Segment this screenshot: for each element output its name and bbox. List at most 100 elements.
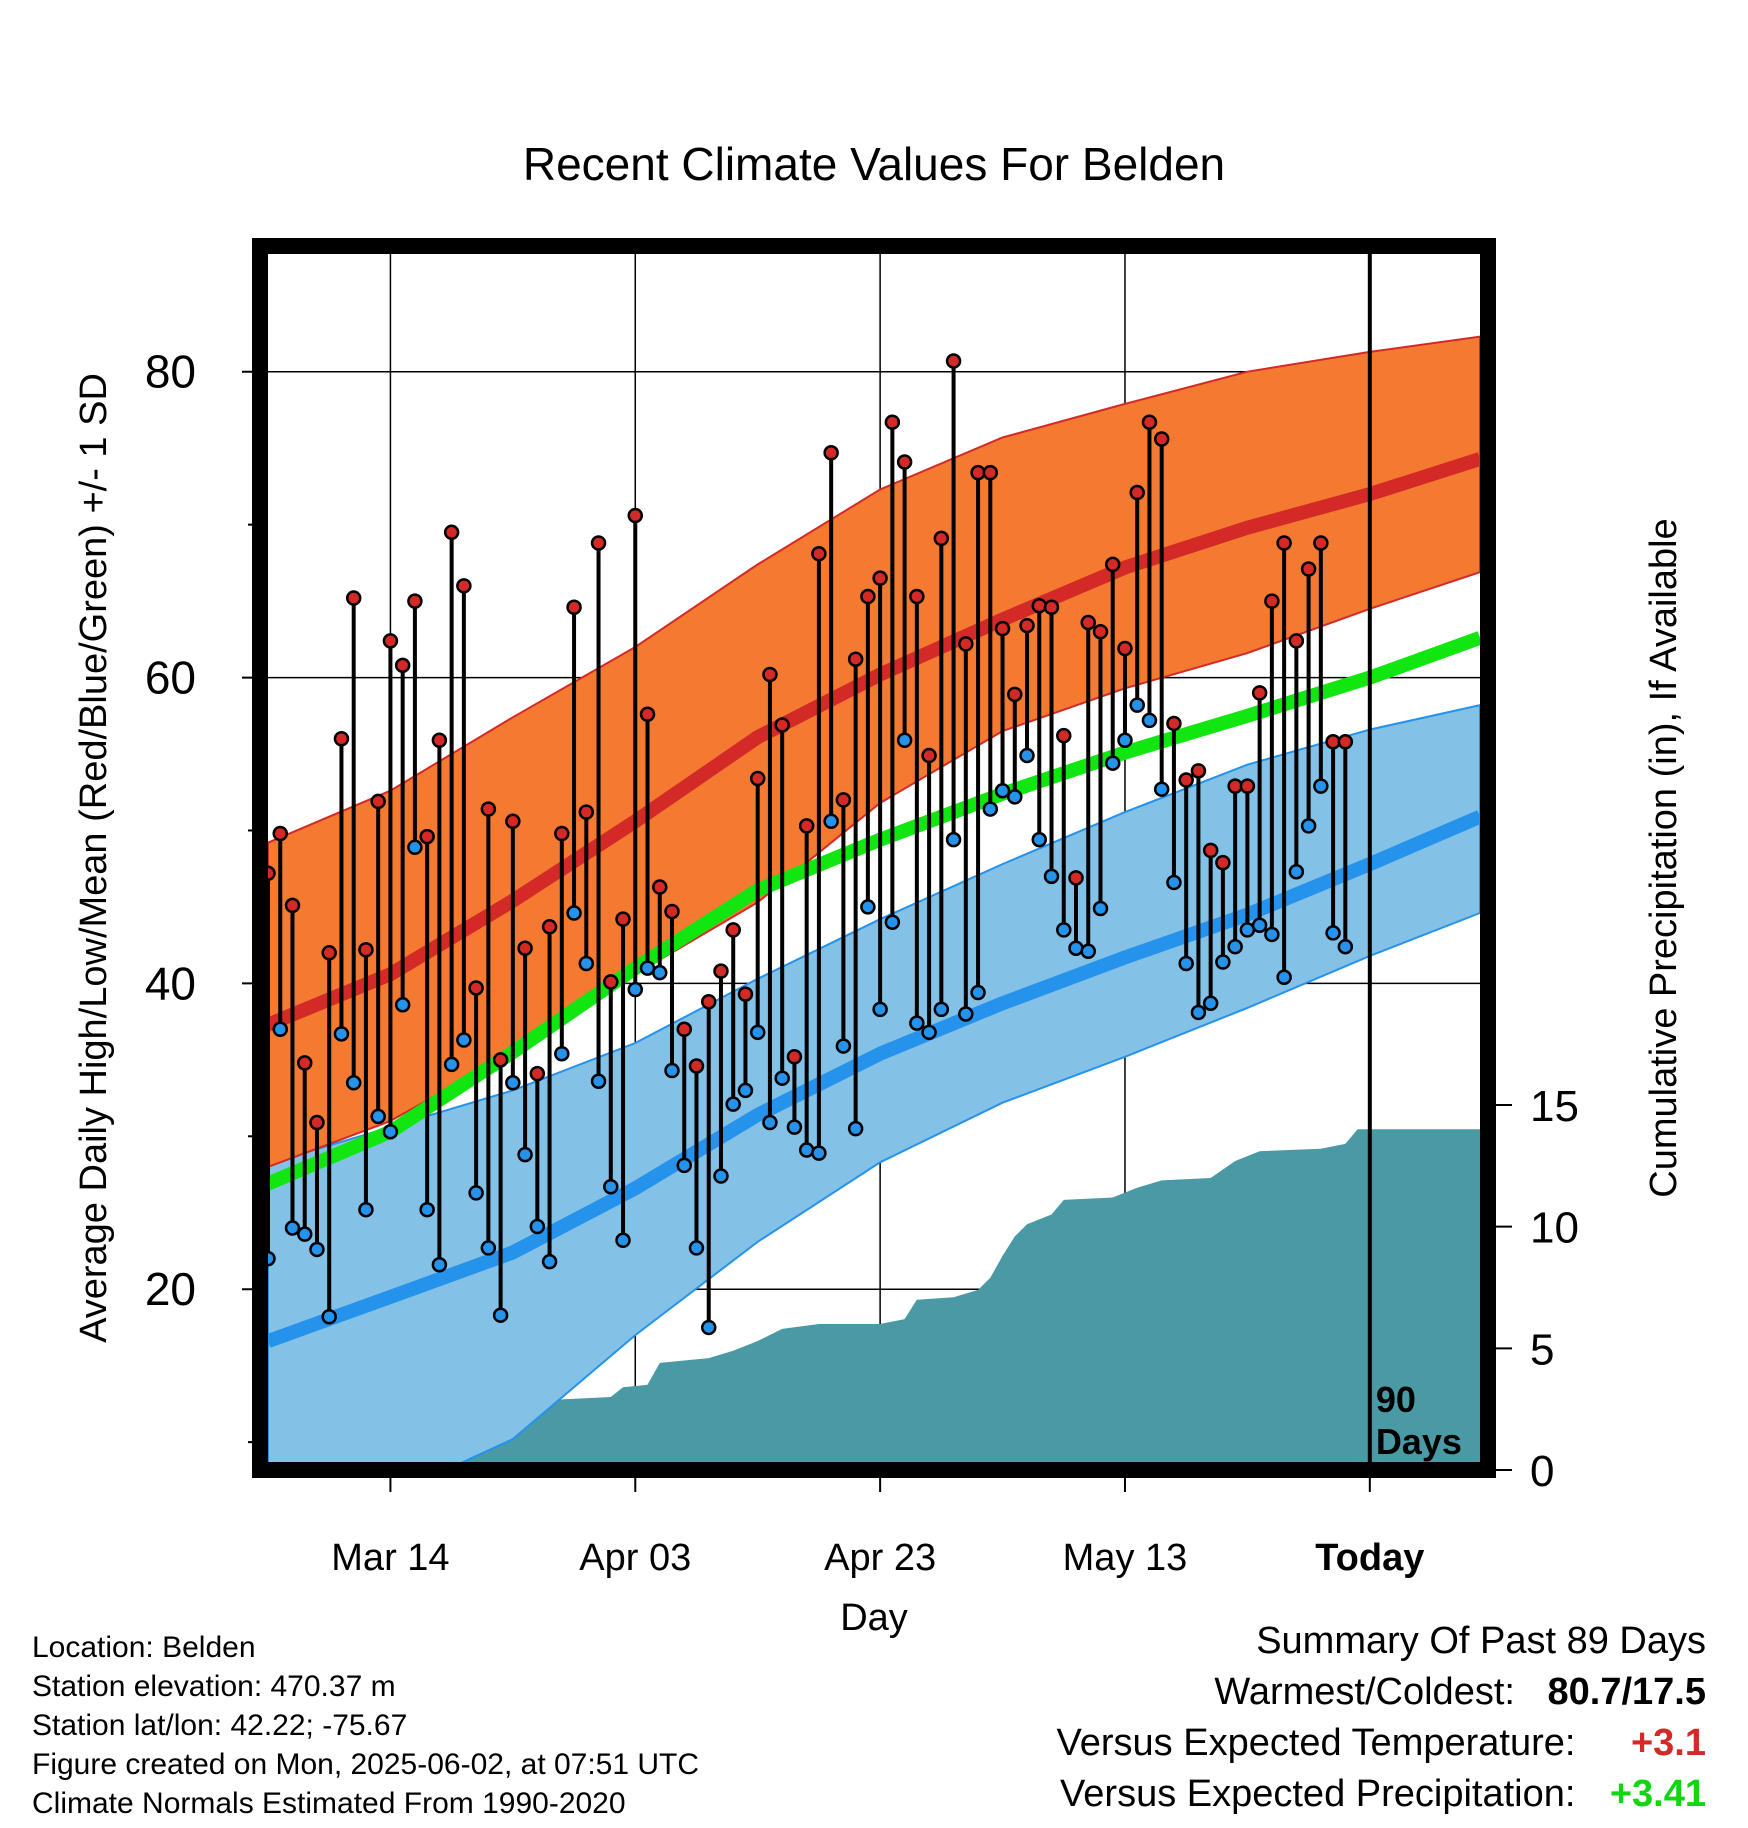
daily-low-point: [1215, 954, 1231, 970]
warm-cold-value: 80.7/17.5: [1547, 1671, 1706, 1713]
daily-low-point: [811, 1145, 827, 1161]
chart-title: Recent Climate Values For Belden: [523, 138, 1225, 190]
daily-low-point: [468, 1185, 484, 1201]
today-marker-label: 90: [1376, 1379, 1416, 1420]
precip-area: [268, 1129, 1480, 1470]
daily-low-point: [1178, 955, 1194, 972]
daily-low-point: [1313, 778, 1329, 794]
daily-high-point: [1239, 778, 1256, 794]
daily-low-point: [872, 1001, 888, 1018]
daily-high-point: [1264, 593, 1280, 609]
temp-anomaly-value: +3.1: [1630, 1722, 1706, 1764]
temp-anomaly-label: Versus Expected Temperature:: [1056, 1722, 1576, 1764]
daily-high-point: [933, 530, 950, 547]
daily-high-point: [688, 1058, 705, 1074]
daily-low-point: [529, 1218, 546, 1235]
daily-high-point: [1166, 715, 1182, 732]
daily-low-point: [590, 1073, 607, 1090]
y-axis-label-right: Cumulative Precipitation (in), If Availa…: [1643, 518, 1685, 1197]
daily-high-point: [370, 793, 386, 810]
daily-high-point: [982, 464, 999, 481]
daily-high-point: [823, 445, 839, 461]
daily-high-point: [713, 963, 729, 979]
precip-anomaly-label: Versus Expected Precipitation:: [1060, 1773, 1576, 1815]
daily-high-point: [994, 620, 1011, 637]
daily-high-point: [627, 507, 644, 524]
daily-high-point: [321, 945, 337, 961]
created-text: Figure created on Mon, 2025-06-02, at 07…: [32, 1748, 700, 1781]
daily-high-point: [1337, 734, 1354, 750]
daily-high-point: [1276, 535, 1292, 551]
daily-high-point: [896, 454, 913, 470]
daily-low-point: [725, 1096, 741, 1112]
daily-high-point: [1300, 561, 1317, 577]
daily-high-point: [1190, 763, 1207, 779]
daily-high-point: [541, 919, 558, 935]
daily-high-point: [860, 588, 876, 605]
daily-low-point: [578, 955, 595, 972]
daily-high-point: [615, 911, 631, 927]
daily-low-point: [933, 1001, 950, 1018]
x-tick-label: Apr 03: [579, 1537, 691, 1579]
daily-low-point: [333, 1026, 350, 1042]
daily-high-point: [419, 828, 435, 845]
daily-high-point: [505, 813, 521, 830]
daily-low-point: [443, 1056, 460, 1073]
daily-low-point: [884, 914, 901, 930]
station-info: Location: Belden Station elevation: 470.…: [32, 1628, 699, 1823]
daily-high-point: [1215, 854, 1231, 871]
daily-high-point: [603, 974, 619, 990]
daily-high-point: [1092, 623, 1109, 640]
daily-high-point: [811, 545, 827, 562]
daily-high-point: [529, 1065, 546, 1082]
daily-low-point: [1056, 922, 1072, 938]
daily-low-point: [394, 997, 411, 1013]
daily-high-point: [1068, 870, 1084, 886]
daily-high-point: [566, 599, 582, 615]
daily-low-point: [1251, 917, 1268, 934]
daily-high-point: [1117, 640, 1133, 657]
location-text: Location: Belden: [32, 1631, 256, 1664]
x-tick-label: May 13: [1063, 1537, 1188, 1579]
y-axis-label-left: Average Daily High/Low/Mean (Red/Blue/Gr…: [73, 373, 115, 1343]
daily-high-point: [590, 535, 607, 551]
daily-high-point: [737, 986, 754, 1002]
daily-high-point: [909, 588, 925, 605]
temp-anomaly-row: Versus Expected Temperature: +3.1: [1057, 1718, 1706, 1769]
daily-high-point: [517, 940, 533, 956]
daily-high-point: [284, 897, 301, 914]
plot-frame: [252, 238, 1496, 1478]
daily-high-point: [1080, 614, 1096, 631]
daily-low-point: [1190, 1004, 1207, 1021]
y-tick-label-left: 20: [145, 1263, 196, 1315]
y-tick-label-right: 10: [1530, 1204, 1579, 1253]
daily-low-point: [603, 1179, 619, 1195]
daily-low-point: [860, 899, 876, 915]
daily-low-point: [1129, 697, 1145, 713]
daily-high-point: [1056, 727, 1072, 744]
daily-high-point: [884, 414, 901, 430]
daily-low-point: [921, 1024, 937, 1041]
daily-low-point: [615, 1232, 631, 1249]
daily-high-point: [1178, 772, 1194, 788]
daily-high-point: [1251, 685, 1268, 701]
daily-high-point: [443, 524, 460, 541]
daily-high-point: [1129, 484, 1145, 501]
y-tick-label-right: 5: [1530, 1325, 1554, 1374]
x-axis-label: Day: [840, 1597, 908, 1639]
daily-low-point: [737, 1082, 754, 1099]
daily-low-point: [1166, 874, 1182, 891]
daily-low-point: [456, 1032, 472, 1048]
daily-low-point: [345, 1075, 362, 1091]
daily-high-point: [468, 980, 484, 996]
daily-low-point: [1325, 925, 1341, 941]
daily-low-point: [1007, 789, 1023, 805]
precip-anomaly-value: +3.41: [1609, 1773, 1706, 1815]
daily-low-point: [798, 1142, 815, 1158]
daily-high-point: [333, 730, 350, 747]
daily-high-point: [272, 825, 288, 842]
daily-low-point: [1117, 732, 1133, 749]
low-mean-line: [265, 810, 1483, 1348]
daily-low-point: [566, 905, 582, 921]
daily-high-point: [431, 732, 448, 749]
